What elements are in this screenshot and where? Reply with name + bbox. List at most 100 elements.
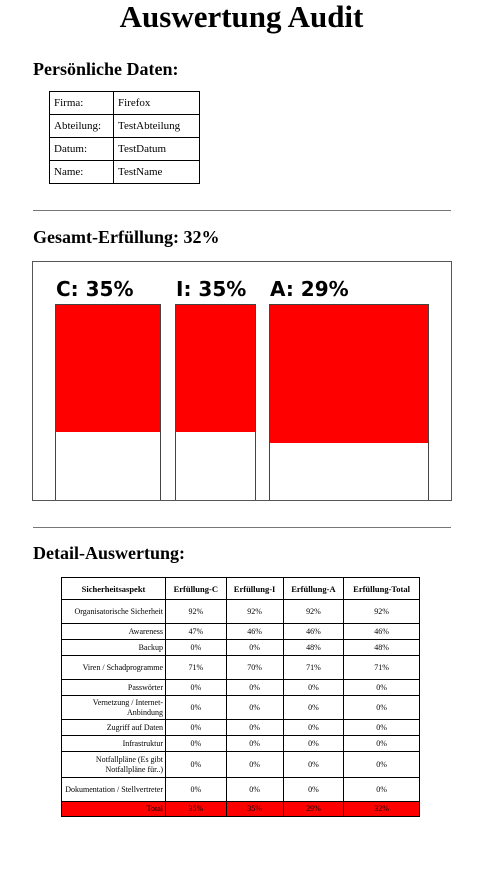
table-row: Viren / Schadprogramme 71% 70% 71% 71% — [61, 655, 420, 680]
aspect-cell: Passwörter — [61, 679, 166, 696]
table-row: Awareness 47% 46% 46% 46% — [61, 623, 420, 640]
value-cell-a: 48% — [282, 639, 345, 656]
column-header: Erfüllung-I — [225, 577, 284, 600]
bar-label-i: I: 35% — [176, 277, 247, 301]
value-cell-c: 71% — [165, 655, 227, 680]
value-cell-total: 48% — [343, 639, 420, 656]
value-cell-c: 92% — [165, 599, 227, 624]
value-cell-c: 47% — [165, 623, 227, 640]
aspect-cell: Backup — [61, 639, 166, 656]
table-row: Backup 0% 0% 48% 48% — [61, 639, 420, 656]
bar-a — [269, 304, 429, 500]
value-cell-total: 0% — [343, 751, 420, 778]
value-cell-c: 0% — [165, 777, 227, 802]
value-cell-i: 46% — [225, 623, 284, 640]
column-header: Erfüllung-A — [282, 577, 345, 600]
personal-row-firma: Firma: Firefox — [49, 91, 200, 115]
value-cell-total: 92% — [343, 599, 420, 624]
value-cell-a: 0% — [282, 719, 345, 736]
table-row: Dokumentation / Stellvertreter 0% 0% 0% 0% — [61, 777, 420, 802]
aspect-cell: Dokumentation / Stellvertreter — [61, 777, 166, 802]
value-cell-i: 0% — [225, 735, 284, 752]
value-cell-a: 0% — [282, 735, 345, 752]
value-cell-a: 71% — [282, 655, 345, 680]
table-row: Notfallpläne (Es gibt Notfallpläne für..… — [61, 751, 420, 778]
value-cell-total: 0% — [343, 695, 420, 720]
page-title: Auswertung Audit — [119, 0, 364, 34]
bar-fill-c — [56, 305, 160, 432]
value-cell-a: 0% — [282, 777, 345, 802]
value-cell-a: 0% — [282, 679, 345, 696]
bar-label-c: C: 35% — [56, 277, 134, 301]
detail-heading: Detail-Auswertung: — [33, 543, 185, 563]
divider — [33, 527, 451, 528]
personal-value: TestAbteilung — [113, 114, 200, 138]
aspect-cell: Notfallpläne (Es gibt Notfallpläne für..… — [61, 751, 166, 778]
personal-row-abteilung: Abteilung: TestAbteilung — [49, 114, 200, 138]
personal-label: Datum: — [49, 137, 114, 161]
aspect-cell: Vernetzung / Internet-Anbindung — [61, 695, 166, 720]
value-cell-total: 71% — [343, 655, 420, 680]
table-row: Infrastruktur 0% 0% 0% 0% — [61, 735, 420, 752]
bar-label-a: A: 29% — [270, 277, 349, 301]
bar-i — [175, 304, 256, 500]
value-cell-a: 92% — [282, 599, 345, 624]
value-cell-a: 0% — [282, 695, 345, 720]
value-cell-a: 0% — [282, 751, 345, 778]
value-cell-c: 0% — [165, 735, 227, 752]
detail-table: Sicherheitsaspekt Erfüllung-C Erfüllung-… — [61, 577, 420, 817]
divider — [33, 210, 451, 211]
overall-fulfillment-heading: Gesamt-Erfüllung: 32% — [33, 227, 220, 247]
aspect-cell: Total — [61, 801, 166, 817]
aspect-cell: Zugriff auf Daten — [61, 719, 166, 736]
value-cell-i: 92% — [225, 599, 284, 624]
bar-fill-i — [176, 305, 255, 432]
value-cell-total: 46% — [343, 623, 420, 640]
table-row: Passwörter 0% 0% 0% 0% — [61, 679, 420, 696]
value-cell-c: 0% — [165, 719, 227, 736]
personal-label: Firma: — [49, 91, 114, 115]
value-cell-a: 29% — [282, 801, 345, 817]
total-row: Total 35% 35% 29% 32% — [61, 801, 420, 817]
value-cell-c: 0% — [165, 695, 227, 720]
value-cell-i: 0% — [225, 777, 284, 802]
value-cell-i: 35% — [225, 801, 284, 817]
value-cell-total: 0% — [343, 679, 420, 696]
value-cell-i: 0% — [225, 639, 284, 656]
value-cell-c: 35% — [165, 801, 227, 817]
value-cell-total: 0% — [343, 735, 420, 752]
value-cell-i: 70% — [225, 655, 284, 680]
personal-value: TestDatum — [113, 137, 200, 161]
table-row: Vernetzung / Internet-Anbindung 0% 0% 0% 0% — [61, 695, 420, 720]
fulfillment-bar-chart: C: 35% I: 35% A: 29% — [32, 261, 452, 501]
value-cell-c: 0% — [165, 639, 227, 656]
column-header: Sicherheitsaspekt — [61, 577, 166, 600]
bar-c — [55, 304, 161, 500]
personal-value: TestName — [113, 160, 200, 184]
bar-fill-a — [270, 305, 428, 444]
personal-data-table: Firma: Firefox Abteilung: TestAbteilung … — [49, 91, 200, 184]
value-cell-total: 0% — [343, 719, 420, 736]
personal-label: Abteilung: — [49, 114, 114, 138]
table-row: Zugriff auf Daten 0% 0% 0% 0% — [61, 719, 420, 736]
personal-row-datum: Datum: TestDatum — [49, 137, 200, 161]
value-cell-i: 0% — [225, 695, 284, 720]
personal-row-name: Name: TestName — [49, 160, 200, 184]
personal-label: Name: — [49, 160, 114, 184]
aspect-cell: Awareness — [61, 623, 166, 640]
aspect-cell: Organisatorische Sicherheit — [61, 599, 166, 624]
personal-data-heading: Persönliche Daten: — [33, 59, 179, 79]
personal-value: Firefox — [113, 91, 200, 115]
value-cell-i: 0% — [225, 719, 284, 736]
value-cell-c: 0% — [165, 751, 227, 778]
value-cell-total: 0% — [343, 777, 420, 802]
value-cell-i: 0% — [225, 751, 284, 778]
column-header: Erfüllung-Total — [343, 577, 420, 600]
aspect-cell: Viren / Schadprogramme — [61, 655, 166, 680]
table-row: Organisatorische Sicherheit 92% 92% 92% 92% — [61, 599, 420, 624]
detail-header-row: Sicherheitsaspekt Erfüllung-C Erfüllung-… — [61, 577, 420, 600]
value-cell-i: 0% — [225, 679, 284, 696]
column-header: Erfüllung-C — [165, 577, 227, 600]
aspect-cell: Infrastruktur — [61, 735, 166, 752]
value-cell-c: 0% — [165, 679, 227, 696]
